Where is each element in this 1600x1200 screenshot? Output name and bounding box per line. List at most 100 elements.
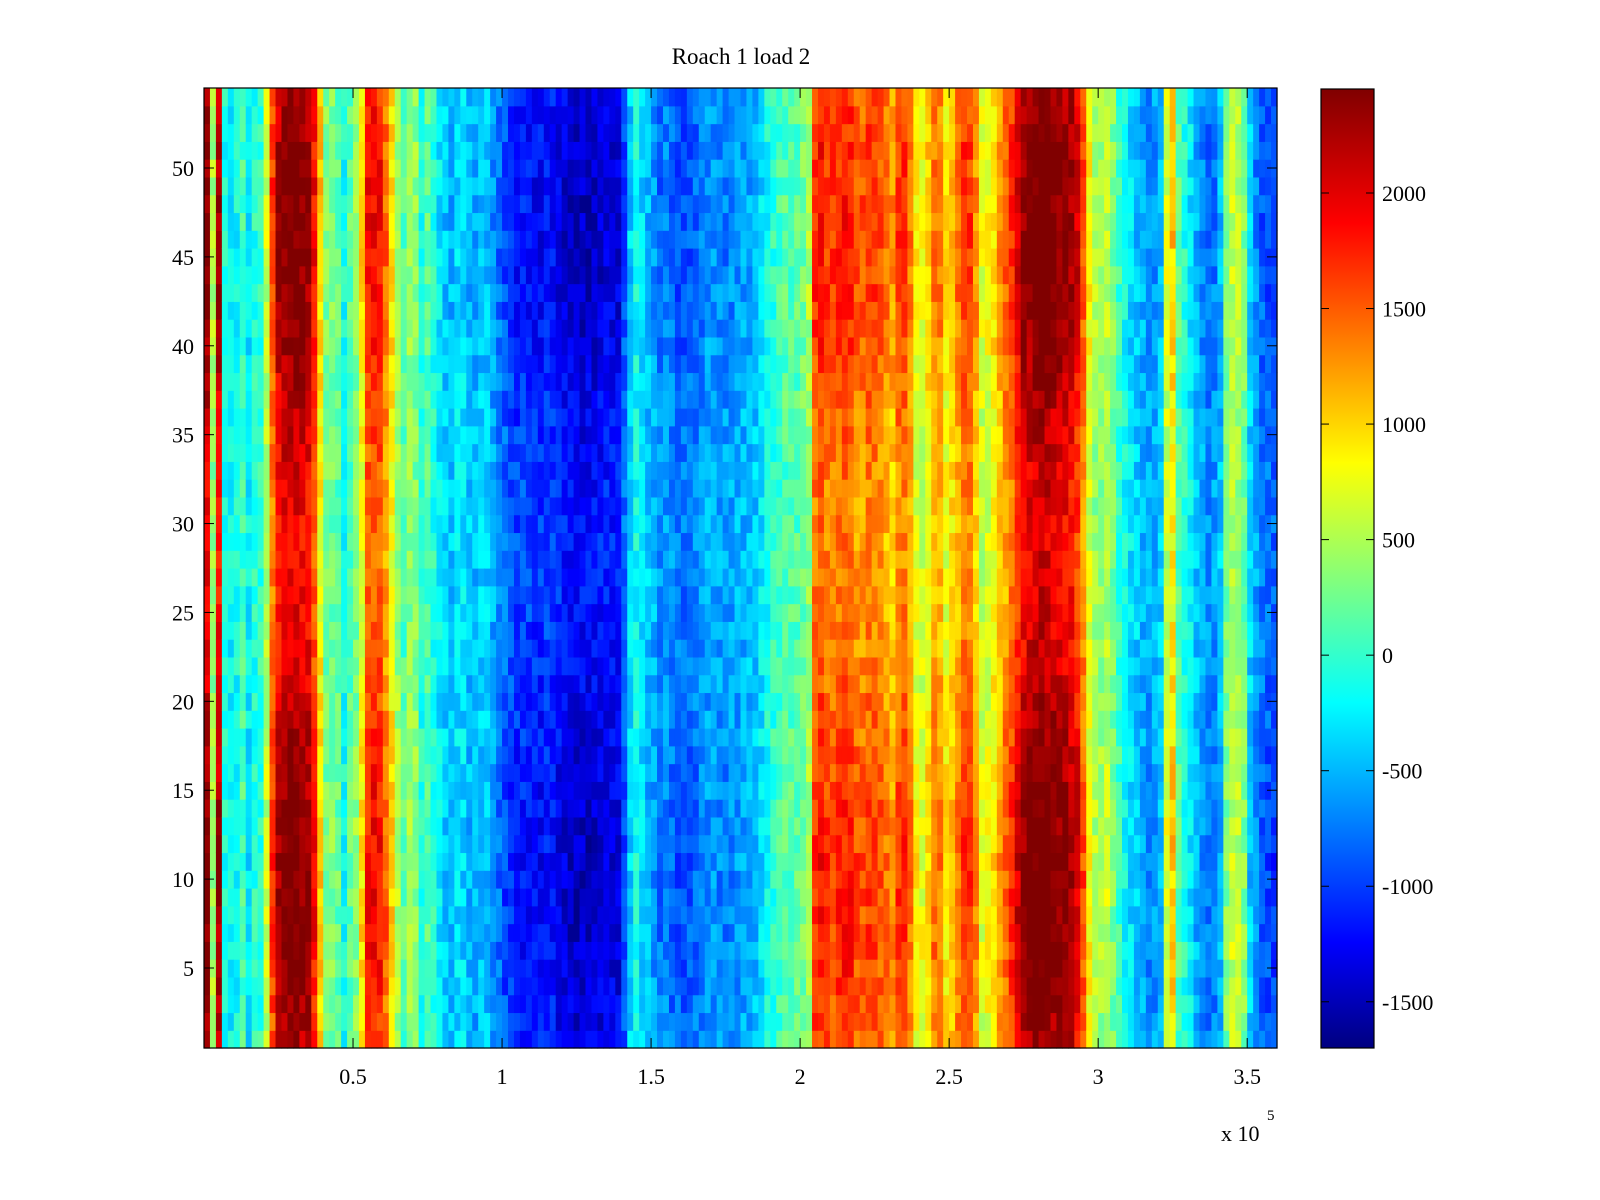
heatmap-cell bbox=[633, 230, 640, 249]
heatmap-cell bbox=[633, 941, 640, 960]
heatmap-cell bbox=[734, 816, 742, 836]
heatmap-cell bbox=[484, 532, 491, 551]
heatmap-cell bbox=[406, 319, 414, 338]
heatmap-cell bbox=[221, 301, 229, 320]
heatmap-cell bbox=[561, 585, 569, 605]
heatmap-cell bbox=[436, 1030, 444, 1049]
heatmap-cell bbox=[335, 390, 342, 409]
heatmap-cell bbox=[484, 781, 491, 800]
heatmap-cell bbox=[502, 283, 509, 302]
heatmap-cell bbox=[364, 496, 372, 516]
heatmap-cell bbox=[394, 194, 402, 214]
heatmap-cell bbox=[657, 372, 664, 391]
heatmap-cell bbox=[621, 834, 628, 854]
heatmap-cell bbox=[323, 336, 330, 356]
heatmap-cell bbox=[251, 621, 259, 640]
heatmap-cell bbox=[734, 425, 742, 445]
heatmap-cell bbox=[686, 799, 694, 818]
heatmap-cell bbox=[615, 923, 622, 942]
heatmap-cell bbox=[424, 799, 432, 818]
heatmap-cell bbox=[406, 888, 414, 907]
heatmap-cell bbox=[537, 408, 545, 427]
heatmap-cell bbox=[370, 265, 378, 285]
heatmap-cell bbox=[269, 372, 277, 391]
heatmap-cell bbox=[651, 834, 658, 854]
heatmap-cell bbox=[358, 354, 366, 374]
heatmap-cell bbox=[484, 354, 491, 374]
heatmap-cell bbox=[287, 336, 295, 356]
heatmap-cell bbox=[424, 514, 432, 534]
heatmap-cell bbox=[555, 88, 563, 107]
heatmap-cell bbox=[496, 1030, 503, 1049]
heatmap-cell bbox=[508, 443, 515, 462]
heatmap-cell bbox=[466, 816, 473, 836]
heatmap-cell bbox=[275, 959, 283, 978]
heatmap-cell bbox=[519, 1012, 527, 1031]
heatmap-cell bbox=[460, 354, 467, 374]
heatmap-cell bbox=[281, 959, 289, 978]
heatmap-cell bbox=[442, 763, 449, 782]
heatmap-cell bbox=[275, 354, 283, 374]
heatmap-cell bbox=[353, 852, 360, 871]
heatmap-cell bbox=[430, 372, 438, 391]
heatmap-cell bbox=[543, 781, 551, 800]
heatmap-cell bbox=[621, 656, 628, 676]
heatmap-cell bbox=[436, 656, 444, 676]
heatmap-cell bbox=[543, 870, 551, 889]
heatmap-cell bbox=[400, 976, 408, 996]
heatmap-cell bbox=[651, 603, 658, 622]
heatmap-cell bbox=[305, 390, 312, 409]
heatmap-cell bbox=[508, 496, 515, 516]
heatmap-cell bbox=[347, 372, 354, 391]
heatmap-cell bbox=[376, 692, 384, 711]
heatmap-cell bbox=[508, 248, 515, 267]
heatmap-cell bbox=[233, 194, 241, 214]
heatmap-cell bbox=[513, 141, 521, 160]
heatmap-cell bbox=[692, 621, 700, 640]
heatmap-cell bbox=[603, 141, 610, 160]
heatmap-cell bbox=[496, 994, 503, 1014]
heatmap-cell bbox=[698, 710, 706, 729]
heatmap-cell bbox=[209, 408, 217, 427]
heatmap-cell bbox=[376, 976, 384, 996]
heatmap-cell bbox=[555, 994, 563, 1014]
heatmap-cell bbox=[555, 656, 563, 676]
heatmap-cell bbox=[221, 603, 229, 622]
heatmap-cell bbox=[531, 656, 539, 676]
heatmap-cell bbox=[341, 603, 348, 622]
heatmap-cell bbox=[549, 1012, 557, 1031]
heatmap-cell bbox=[597, 159, 604, 178]
heatmap-cell bbox=[263, 212, 271, 231]
heatmap-cell bbox=[406, 959, 414, 978]
heatmap-cell bbox=[651, 1030, 658, 1049]
heatmap-cell bbox=[525, 514, 533, 534]
heatmap-cell bbox=[317, 159, 324, 178]
heatmap-cell bbox=[305, 941, 312, 960]
heatmap-cell bbox=[323, 905, 330, 925]
heatmap-cell bbox=[227, 88, 235, 107]
heatmap-cell bbox=[251, 176, 259, 196]
heatmap-cell bbox=[269, 1030, 277, 1049]
heatmap-cell bbox=[674, 692, 682, 711]
heatmap-cell bbox=[663, 585, 670, 605]
heatmap-cell bbox=[317, 319, 324, 338]
heatmap-cell bbox=[251, 301, 259, 320]
heatmap-cell bbox=[663, 532, 670, 551]
heatmap-cell bbox=[263, 816, 271, 836]
heatmap-cell bbox=[364, 479, 372, 498]
heatmap-cell bbox=[728, 496, 736, 516]
heatmap-cell bbox=[740, 461, 748, 480]
heatmap-cell bbox=[382, 923, 390, 942]
heatmap-cell bbox=[293, 319, 300, 338]
heatmap-cell bbox=[341, 194, 348, 214]
heatmap-cell bbox=[615, 479, 622, 498]
heatmap-cell bbox=[370, 728, 378, 747]
heatmap-cell bbox=[376, 781, 384, 800]
heatmap-cell bbox=[484, 585, 491, 605]
heatmap-cell bbox=[436, 976, 444, 996]
heatmap-cell bbox=[537, 923, 545, 942]
heatmap-cell bbox=[478, 710, 485, 729]
heatmap-cell bbox=[418, 888, 426, 907]
heatmap-cell bbox=[496, 443, 503, 462]
